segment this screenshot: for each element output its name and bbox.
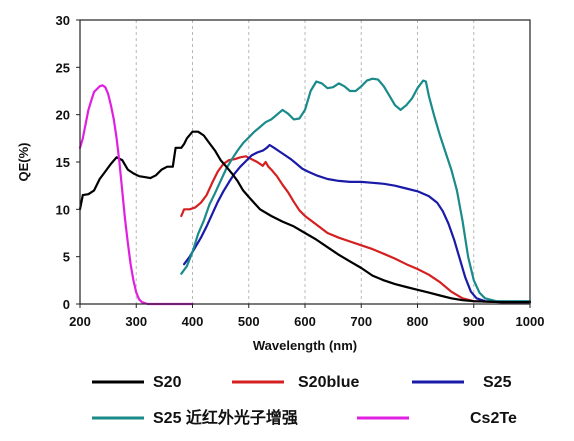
y-tick-label: 10 xyxy=(56,202,70,217)
y-tick-label: 5 xyxy=(63,250,70,265)
axis-ticks: 200 300 400 500 600 700 800 900 1000 0 5 10 15 20 25 30 xyxy=(56,13,545,329)
series-line-3 xyxy=(180,77,532,303)
series-line-4 xyxy=(78,84,194,306)
legend-label: Cs2Te xyxy=(470,410,517,427)
series-line-0 xyxy=(78,130,532,304)
series-line-2 xyxy=(183,143,532,304)
grid xyxy=(135,20,475,304)
y-tick-label: 25 xyxy=(56,60,70,75)
legend: S20 S20blue S25 S25 近红外光子增强 Cs2Te xyxy=(92,374,517,427)
y-tick-label: 0 xyxy=(63,297,70,312)
x-tick-label: 800 xyxy=(407,314,429,329)
x-tick-label: 600 xyxy=(294,314,316,329)
x-tick-label: 300 xyxy=(125,314,147,329)
legend-label: S20blue xyxy=(298,374,359,391)
x-tick-label: 700 xyxy=(350,314,372,329)
x-axis-label: Wavelength (nm) xyxy=(253,338,357,353)
x-tick-label: 500 xyxy=(238,314,260,329)
x-tick-label: 900 xyxy=(463,314,485,329)
legend-label: S20 xyxy=(153,374,182,391)
y-tick-label: 20 xyxy=(56,108,70,123)
y-tick-label: 30 xyxy=(56,13,70,28)
x-tick-label: 400 xyxy=(182,314,204,329)
x-tick-label: 200 xyxy=(69,314,91,329)
legend-label: S25 近红外光子增强 xyxy=(153,408,298,427)
y-axis-label: QE(%) xyxy=(16,143,31,182)
series-line-1 xyxy=(180,155,532,304)
series-lines xyxy=(78,77,532,306)
y-tick-label: 15 xyxy=(56,155,70,170)
legend-label: S25 xyxy=(483,374,512,391)
x-tick-label: 1000 xyxy=(516,314,545,329)
